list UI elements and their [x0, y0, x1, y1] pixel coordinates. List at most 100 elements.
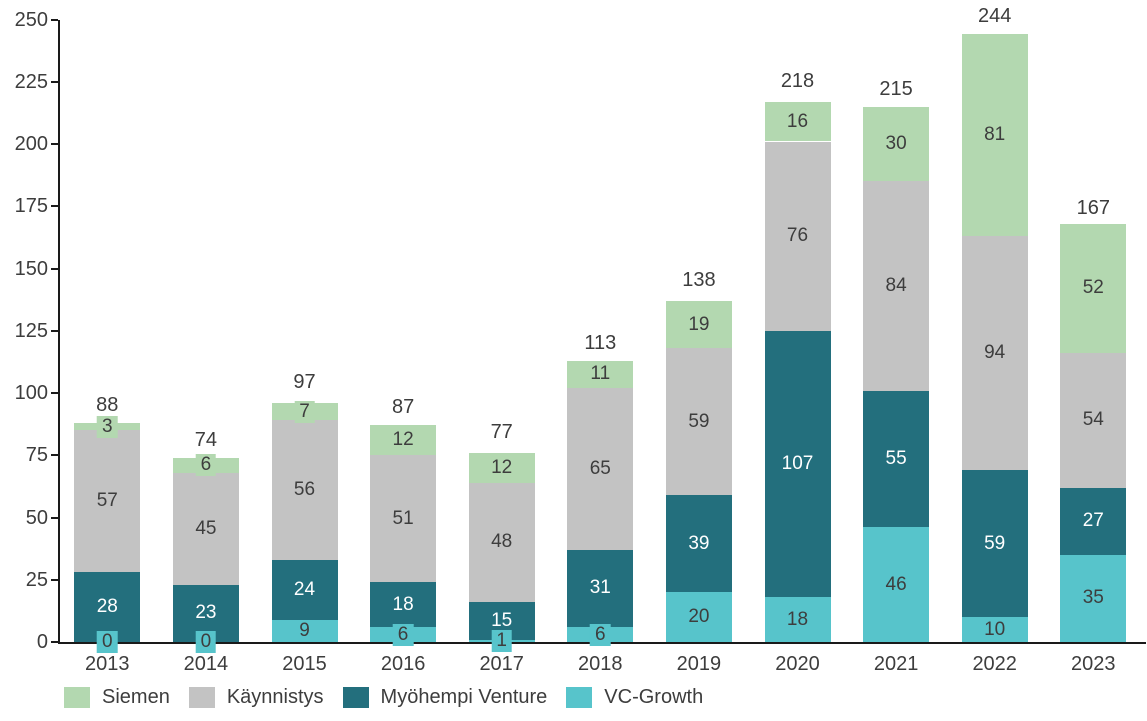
x-tick-label: 2017	[479, 653, 524, 675]
segment-value-chip: 3	[97, 415, 118, 438]
y-tick	[51, 329, 58, 332]
segment-value-label: 16	[786, 110, 809, 132]
bar-segment	[961, 470, 1028, 618]
x-tick-label: 2013	[85, 653, 130, 675]
segment-value-chip: 6	[392, 623, 414, 646]
legend-item: Käynnistys	[188, 686, 324, 709]
segment-value-label: 23	[195, 602, 217, 624]
segment-value-label: 84	[885, 274, 907, 296]
segment-value-chip: 0	[195, 631, 217, 653]
legend-item: Siemen	[64, 686, 170, 709]
x-tick-label: 2018	[578, 653, 623, 675]
x-tick-label: 2016	[380, 653, 426, 675]
segment-value-label: 81	[984, 124, 1006, 146]
bar-total-label: 215	[879, 77, 913, 100]
y-tick-label: 175	[14, 195, 48, 218]
legend-item: VC-Growth	[566, 686, 703, 709]
bar-segment	[764, 330, 831, 598]
segment-value-label: 27	[1082, 510, 1104, 532]
segment-value-label: 107	[781, 452, 814, 474]
bar-segment	[370, 425, 437, 456]
segment-value-label: 12	[491, 456, 513, 478]
segment-value-label: 39	[688, 532, 710, 554]
y-tick	[51, 143, 58, 145]
y-tick-label: 50	[25, 506, 48, 529]
segment-value-label: 10	[984, 618, 1006, 640]
bar-segment	[665, 592, 732, 642]
segment-value-label: 28	[96, 596, 118, 618]
legend-swatch	[64, 687, 90, 708]
segment-value-label: 46	[885, 573, 907, 595]
y-tick-label: 75	[25, 444, 48, 467]
segment-value-label: 57	[96, 490, 118, 512]
bar-segment	[74, 572, 141, 642]
bar-segment	[665, 348, 732, 496]
bar-segment	[74, 430, 141, 573]
bar-segment	[567, 388, 634, 550]
legend-label: Siemen	[102, 686, 170, 708]
segment-value-label: 30	[885, 133, 907, 154]
segment-value-label: 18	[786, 608, 809, 630]
segment-value-chip: 1	[491, 629, 512, 652]
segment-value-chip: 6	[590, 623, 611, 646]
y-tick	[51, 516, 58, 519]
segment-value-label: 94	[984, 342, 1006, 364]
bar-segment	[961, 34, 1028, 237]
segment-value-label: 35	[1082, 587, 1104, 609]
y-tick-label: 150	[14, 257, 48, 280]
x-tick-label: 2019	[676, 653, 722, 675]
segment-value-chip: 6	[195, 454, 217, 477]
y-tick-label: 0	[36, 631, 48, 653]
bar-segment	[863, 106, 930, 182]
segment-value-label: 51	[392, 507, 414, 529]
segment-value-label: 9	[299, 619, 310, 641]
y-tick	[51, 18, 58, 21]
x-tick-label: 2014	[183, 653, 229, 675]
segment-value-label: 12	[392, 429, 414, 451]
x-tick-label: 2015	[282, 653, 327, 675]
bar-total-label: 113	[584, 331, 617, 354]
bar-segment	[468, 482, 535, 603]
bar-total-label: 167	[1076, 197, 1110, 220]
y-tick-label: 200	[14, 133, 48, 155]
legend-swatch	[188, 687, 215, 708]
legend-item: Myöhempi Venture	[342, 686, 548, 709]
bar-total-label: 88	[96, 393, 119, 416]
bar-segment	[764, 141, 831, 331]
bar-segment	[271, 559, 338, 620]
bar-segment	[172, 472, 239, 585]
bar-segment	[863, 390, 930, 528]
segment-value-label: 54	[1082, 409, 1104, 431]
x-tick-label: 2022	[972, 653, 1017, 675]
y-axis-line	[58, 19, 60, 644]
segment-value-label: 59	[984, 532, 1006, 554]
chart-legend: Siemen Käynnistys Myöhempi Venture VC-Growt…	[64, 686, 703, 709]
y-tick	[51, 205, 58, 208]
x-tick-label: 2021	[873, 653, 919, 675]
bar-segment	[567, 360, 634, 388]
y-tick-label: 250	[14, 8, 48, 31]
y-tick	[51, 454, 58, 457]
bar-segment	[1060, 487, 1127, 555]
bar-segment	[271, 619, 338, 642]
x-tick-label: 2023	[1071, 653, 1116, 675]
segment-value-label: 20	[688, 606, 710, 628]
legend-label: Käynnistys	[226, 686, 324, 708]
segment-value-chip: 0	[97, 631, 118, 653]
segment-value-label: 45	[195, 517, 217, 539]
bar-segment	[271, 420, 338, 560]
y-tick-label: 225	[14, 70, 48, 93]
y-tick	[51, 267, 58, 270]
segment-value-label: 55	[885, 447, 907, 469]
legend-label: Myöhempi Venture	[380, 686, 548, 708]
bar-segment	[468, 452, 535, 483]
bar-total-label: 218	[780, 70, 815, 93]
bar-total-label: 97	[293, 371, 316, 394]
bar-segment	[961, 617, 1028, 642]
legend-swatch	[342, 687, 369, 708]
bar-segment	[1060, 554, 1127, 642]
segment-value-label: 11	[590, 363, 611, 385]
bar-segment	[764, 597, 831, 642]
segment-value-label: 59	[688, 410, 710, 432]
